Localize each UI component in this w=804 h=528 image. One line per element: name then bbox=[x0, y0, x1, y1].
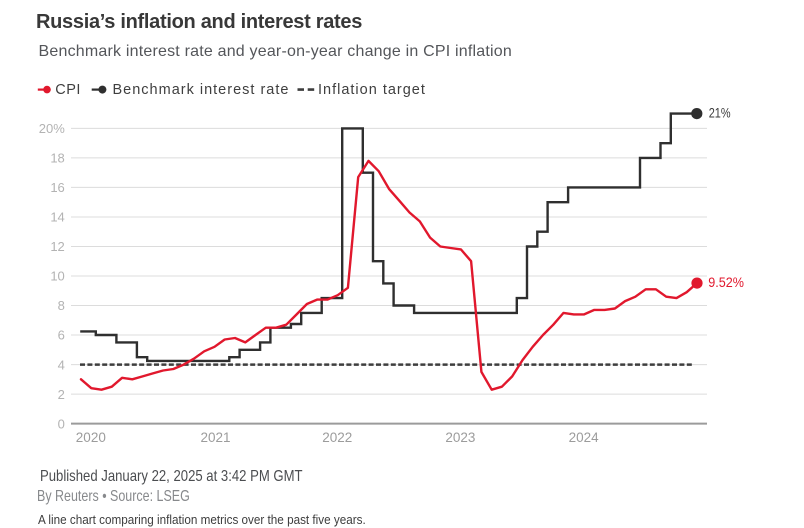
svg-text:2023: 2023 bbox=[445, 430, 475, 445]
svg-text:16: 16 bbox=[50, 180, 64, 195]
svg-text:4: 4 bbox=[58, 357, 65, 372]
svg-text:2022: 2022 bbox=[322, 430, 352, 445]
svg-text:2024: 2024 bbox=[569, 430, 600, 445]
svg-text:14: 14 bbox=[50, 210, 64, 225]
svg-text:2: 2 bbox=[58, 387, 65, 402]
svg-text:2021: 2021 bbox=[201, 430, 231, 445]
svg-text:6: 6 bbox=[58, 328, 65, 343]
svg-text:18: 18 bbox=[50, 151, 64, 166]
svg-text:21%: 21% bbox=[709, 105, 731, 121]
svg-text:2020: 2020 bbox=[76, 430, 106, 445]
svg-text:9.52%: 9.52% bbox=[708, 275, 744, 291]
svg-text:12: 12 bbox=[50, 239, 64, 254]
svg-text:0: 0 bbox=[58, 416, 65, 431]
svg-text:8: 8 bbox=[58, 298, 65, 313]
svg-text:10: 10 bbox=[50, 269, 64, 284]
svg-text:20%: 20% bbox=[39, 121, 65, 136]
